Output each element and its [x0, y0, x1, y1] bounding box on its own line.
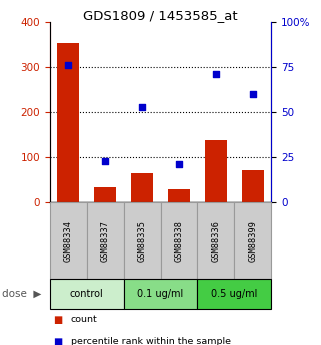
Text: control: control — [70, 289, 104, 299]
Text: 0.1 ug/ml: 0.1 ug/ml — [137, 289, 184, 299]
Bar — [242, 169, 264, 202]
Text: count: count — [71, 315, 97, 324]
Bar — [94, 187, 116, 202]
Point — [250, 91, 256, 97]
Text: dose  ▶: dose ▶ — [2, 289, 41, 299]
Text: GSM88335: GSM88335 — [137, 220, 147, 262]
Text: percentile rank within the sample: percentile rank within the sample — [71, 337, 230, 345]
Point — [140, 104, 145, 109]
Text: GSM88334: GSM88334 — [64, 220, 73, 262]
Text: GSM88336: GSM88336 — [211, 220, 221, 262]
Point — [213, 72, 218, 77]
Bar — [131, 173, 153, 202]
Text: GSM88337: GSM88337 — [100, 220, 110, 262]
Bar — [205, 140, 227, 202]
Point — [102, 158, 108, 163]
Text: GDS1809 / 1453585_at: GDS1809 / 1453585_at — [83, 9, 238, 22]
Text: 0.5 ug/ml: 0.5 ug/ml — [211, 289, 257, 299]
Point — [177, 161, 182, 167]
Bar — [168, 189, 190, 202]
Bar — [57, 42, 79, 202]
Point — [66, 63, 71, 68]
Text: ■: ■ — [53, 337, 62, 345]
Text: GSM88338: GSM88338 — [174, 220, 184, 262]
Text: GSM88399: GSM88399 — [248, 220, 257, 262]
Text: ■: ■ — [53, 315, 62, 325]
